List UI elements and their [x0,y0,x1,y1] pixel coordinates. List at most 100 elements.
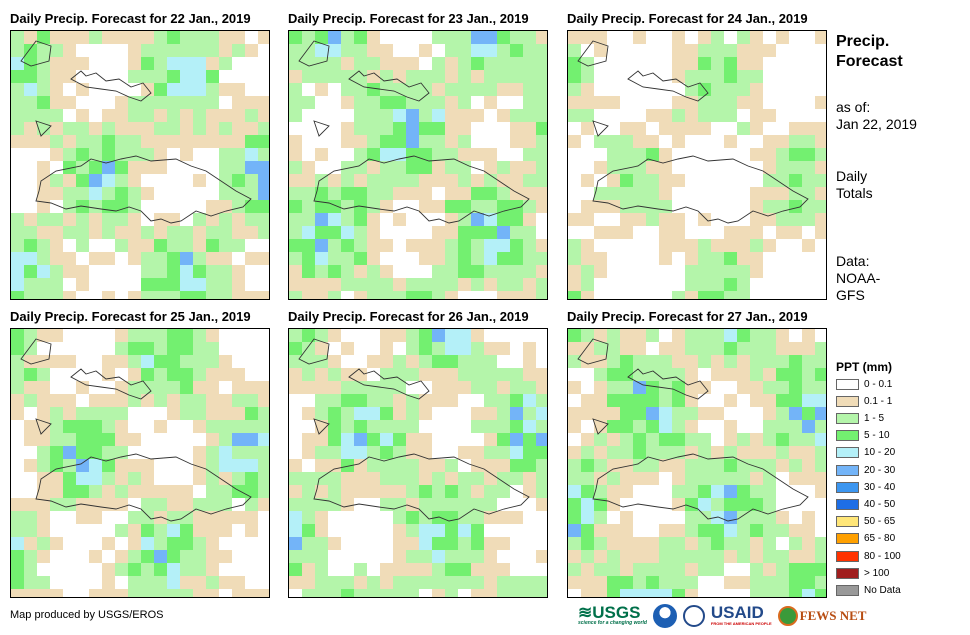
precip-cell [484,148,497,161]
precip-cell [789,524,802,537]
precip-cell [258,498,269,511]
precip-cell [685,70,698,83]
precip-cell [141,394,154,407]
precip-cell [523,31,536,44]
precip-cell [89,174,102,187]
precip-cell [633,394,646,407]
precip-cell [24,563,37,576]
precip-cell [128,57,141,70]
precip-cell [458,355,471,368]
precip-cell [497,420,510,433]
precip-cell [302,96,315,109]
precip-cell [63,226,76,239]
precip-cell [458,485,471,498]
precip-cell [380,187,393,200]
precip-cell [763,187,776,200]
precip-cell [219,265,232,278]
precip-cell [367,446,380,459]
precip-cell [24,44,37,57]
precip-cell [750,252,763,265]
precip-cell [11,226,24,239]
precip-cell [219,576,232,589]
precip-cell [568,278,581,291]
precip-cell [711,329,724,342]
forecast-map [567,328,827,598]
precip-cell [354,239,367,252]
precip-cell [141,161,154,174]
precip-cell [802,187,815,200]
precip-cell [315,200,328,213]
precip-cell [180,44,193,57]
precip-cell [219,252,232,265]
precip-cell [180,407,193,420]
precip-cell [789,213,802,226]
coastline [20,40,252,224]
precip-cell [24,96,37,109]
precip-cell [50,329,63,342]
precip-cell [141,226,154,239]
precip-cell [776,174,789,187]
precip-cell [406,472,419,485]
precip-cell [341,96,354,109]
precip-cell [89,122,102,135]
precip-cell [685,537,698,550]
precip-cell [63,433,76,446]
precip-cell [167,355,180,368]
precip-cell [445,329,458,342]
precip-cell [445,459,458,472]
precip-cell [128,459,141,472]
precip-cell [328,420,341,433]
precip-cell [302,70,315,83]
precip-cell [24,265,37,278]
precip-cell [685,109,698,122]
precip-cell [484,355,497,368]
precip-cell [523,446,536,459]
precip-cell [594,576,607,589]
precip-cell [471,109,484,122]
precip-cell [445,524,458,537]
precip-cell [289,342,302,355]
precip-cell [354,291,367,299]
precip-cell [315,187,328,200]
precip-cell [484,537,497,550]
precip-cell [594,200,607,213]
precip-cell [711,355,724,368]
precip-cell [380,174,393,187]
precip-cell [393,161,406,174]
precip-cell [115,109,128,122]
precip-cell [510,576,523,589]
precip-cell [367,31,380,44]
precip-cell [581,459,594,472]
precip-cell [128,576,141,589]
precip-cell [672,537,685,550]
coastline [20,338,252,522]
precip-cell [289,329,302,342]
precip-cell [37,420,50,433]
precip-cell [341,394,354,407]
precip-cell [685,44,698,57]
precip-cell [328,278,341,291]
precip-cell [206,278,219,291]
precip-cell [245,407,258,420]
precip-cell [393,524,406,537]
precip-cell [341,485,354,498]
precip-cell [393,329,406,342]
precip-cell [776,31,789,44]
precip-cell [581,537,594,550]
precip-cell [581,329,594,342]
precip-cell [315,239,328,252]
precip-cell [76,239,89,252]
precip-cell [193,511,206,524]
legend-swatch [836,412,859,424]
precip-cell [536,96,547,109]
precip-cell [523,200,536,213]
precip-cell [510,57,523,70]
precip-cell [471,187,484,200]
precip-cell [737,252,750,265]
precip-cell [102,485,115,498]
precip-cell [750,83,763,96]
precip-cell [711,70,724,83]
precip-cell [536,420,547,433]
precip-cell [523,187,536,200]
precip-cell [245,394,258,407]
